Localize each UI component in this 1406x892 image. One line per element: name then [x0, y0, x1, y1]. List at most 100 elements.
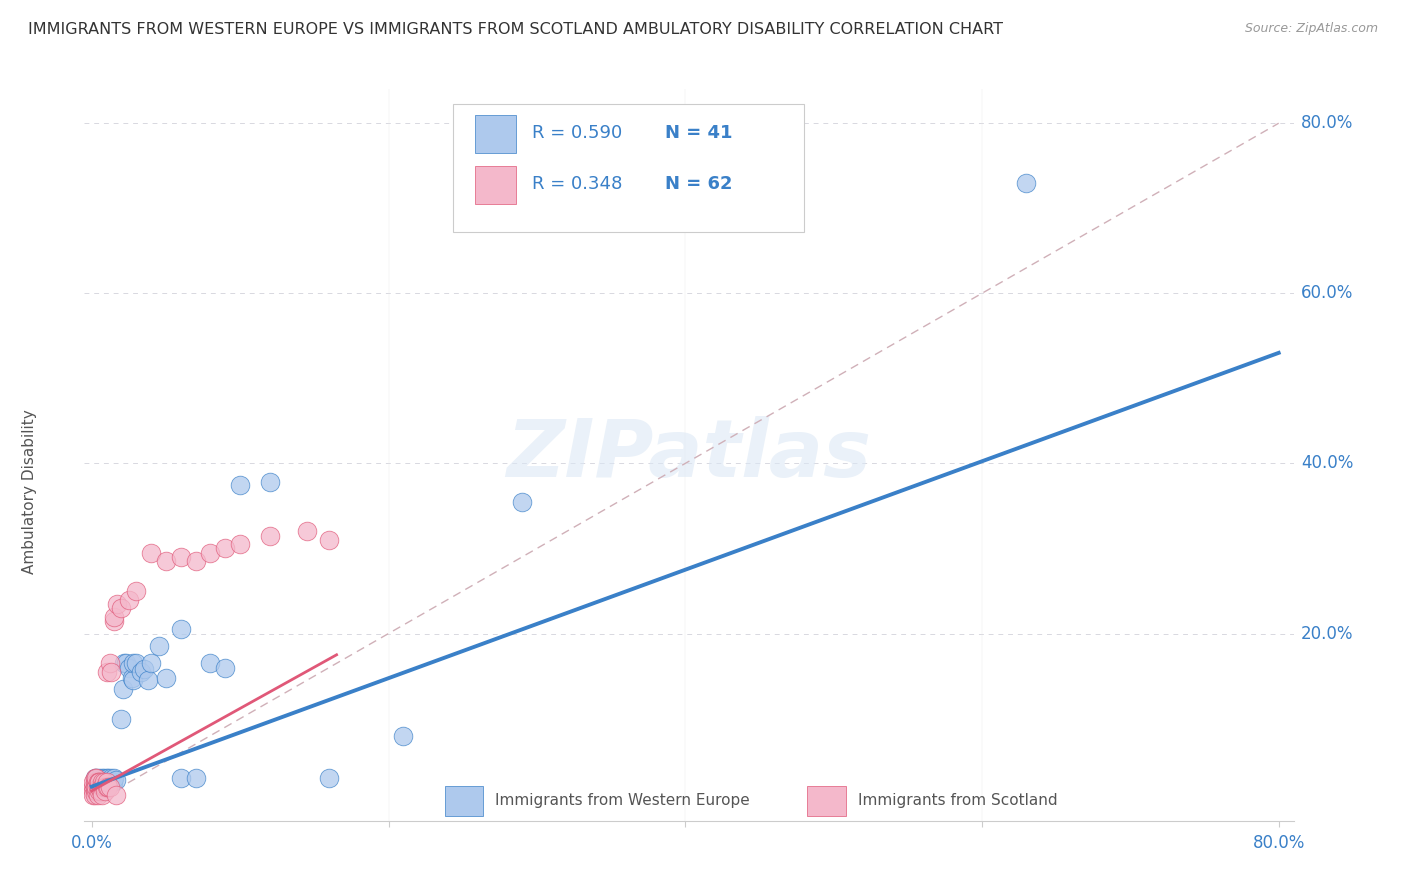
- Point: [1015, 176, 1038, 190]
- Point: [170, 549, 193, 564]
- Point: [91, 771, 114, 785]
- Point: [103, 771, 125, 785]
- Point: [89, 780, 111, 794]
- Point: [214, 541, 236, 556]
- Point: [97, 771, 120, 785]
- Point: [93, 771, 115, 785]
- Point: [89, 775, 111, 789]
- Point: [86, 788, 108, 802]
- Point: [93, 775, 115, 789]
- Text: R = 0.590: R = 0.590: [531, 124, 621, 142]
- Point: [83, 784, 105, 798]
- Point: [96, 771, 118, 785]
- Point: [96, 780, 118, 794]
- Point: [122, 673, 145, 688]
- Point: [139, 546, 162, 560]
- Point: [259, 529, 281, 543]
- Point: [122, 657, 145, 671]
- Point: [184, 771, 207, 785]
- FancyBboxPatch shape: [807, 786, 846, 816]
- Point: [125, 657, 148, 671]
- Point: [155, 554, 177, 568]
- Point: [184, 554, 207, 568]
- Point: [118, 660, 141, 674]
- Point: [86, 780, 108, 794]
- Point: [82, 788, 104, 802]
- Point: [94, 780, 117, 794]
- Point: [94, 784, 117, 798]
- Point: [83, 780, 105, 794]
- Point: [98, 780, 121, 794]
- Point: [89, 775, 111, 789]
- FancyBboxPatch shape: [444, 786, 484, 816]
- Point: [129, 665, 152, 679]
- Text: ZIPatlas: ZIPatlas: [506, 416, 872, 494]
- Point: [82, 784, 104, 798]
- Text: 60.0%: 60.0%: [1301, 285, 1354, 302]
- Point: [148, 640, 170, 654]
- Point: [90, 772, 112, 787]
- Point: [93, 780, 115, 794]
- Point: [229, 477, 252, 491]
- Text: Immigrants from Western Europe: Immigrants from Western Europe: [495, 793, 751, 808]
- Point: [91, 780, 114, 794]
- Point: [510, 494, 533, 508]
- Point: [155, 671, 177, 685]
- Text: IMMIGRANTS FROM WESTERN EUROPE VS IMMIGRANTS FROM SCOTLAND AMBULATORY DISABILITY: IMMIGRANTS FROM WESTERN EUROPE VS IMMIGR…: [28, 22, 1002, 37]
- Point: [111, 681, 134, 696]
- Point: [83, 788, 105, 802]
- Text: 20.0%: 20.0%: [1301, 624, 1354, 642]
- Point: [98, 657, 121, 671]
- Point: [229, 537, 252, 551]
- Text: 80.0%: 80.0%: [1301, 114, 1354, 132]
- Point: [83, 771, 105, 785]
- Point: [98, 772, 121, 787]
- Point: [214, 660, 236, 674]
- Point: [84, 784, 107, 798]
- Point: [170, 771, 193, 785]
- Point: [125, 584, 148, 599]
- Point: [90, 780, 112, 794]
- Point: [104, 772, 127, 787]
- Point: [84, 775, 107, 789]
- FancyBboxPatch shape: [475, 166, 516, 204]
- Point: [83, 780, 105, 794]
- Text: 40.0%: 40.0%: [1301, 454, 1354, 473]
- FancyBboxPatch shape: [475, 115, 516, 153]
- Text: Immigrants from Scotland: Immigrants from Scotland: [858, 793, 1057, 808]
- Point: [86, 772, 108, 787]
- Point: [84, 771, 107, 785]
- Text: N = 62: N = 62: [665, 176, 733, 194]
- Point: [94, 772, 117, 787]
- Point: [295, 524, 318, 539]
- Point: [82, 775, 104, 789]
- Point: [110, 601, 132, 615]
- Point: [259, 475, 281, 490]
- Point: [83, 771, 105, 785]
- Point: [136, 673, 159, 688]
- Text: R = 0.348: R = 0.348: [531, 176, 621, 194]
- Point: [104, 788, 127, 802]
- Point: [83, 775, 105, 789]
- Point: [100, 665, 122, 679]
- FancyBboxPatch shape: [453, 103, 804, 232]
- Point: [132, 662, 155, 676]
- Text: N = 41: N = 41: [665, 124, 733, 142]
- Text: Source: ZipAtlas.com: Source: ZipAtlas.com: [1244, 22, 1378, 36]
- Point: [118, 592, 141, 607]
- Point: [170, 622, 193, 636]
- Point: [101, 775, 124, 789]
- Point: [121, 671, 143, 685]
- Point: [86, 775, 108, 789]
- Point: [89, 784, 111, 798]
- Point: [103, 614, 125, 628]
- Point: [91, 775, 114, 789]
- Text: Ambulatory Disability: Ambulatory Disability: [22, 409, 38, 574]
- Point: [91, 788, 114, 802]
- Point: [115, 657, 138, 671]
- Point: [90, 784, 112, 798]
- Text: 0.0%: 0.0%: [70, 834, 112, 852]
- Point: [392, 729, 415, 743]
- Point: [89, 771, 111, 785]
- Point: [318, 533, 340, 547]
